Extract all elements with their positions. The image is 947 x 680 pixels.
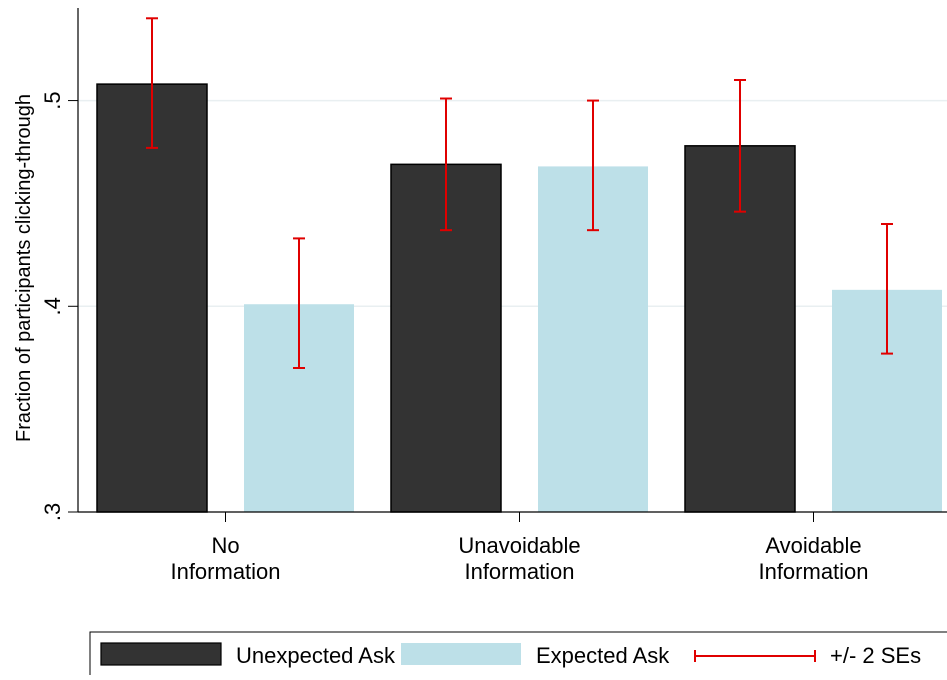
legend-label: Expected Ask (536, 643, 670, 668)
y-tick-label: .4 (40, 297, 65, 315)
y-axis-label: Fraction of participants clicking-throug… (13, 94, 35, 442)
x-tick-label: Unavoidable Information (458, 533, 580, 584)
axes: .3 .4 .5 No Information Unavoidable Informatio… (40, 8, 947, 584)
legend: Unexpected Ask Expected Ask +/- 2 SEs (89, 631, 947, 678)
error-bars (146, 17, 893, 369)
legend-swatch (401, 643, 521, 665)
legend-swatch (100, 642, 222, 666)
x-tick-label: No Information (170, 533, 280, 584)
bar (96, 83, 208, 513)
y-tick-label: .5 (40, 91, 65, 109)
gridlines (78, 99, 947, 308)
x-tick-label: Avoidable Information (758, 533, 868, 584)
legend-label: Unexpected Ask (236, 643, 396, 668)
legend-label: +/- 2 SEs (830, 643, 921, 668)
bars (96, 83, 942, 513)
y-tick-label: .3 (40, 503, 65, 521)
